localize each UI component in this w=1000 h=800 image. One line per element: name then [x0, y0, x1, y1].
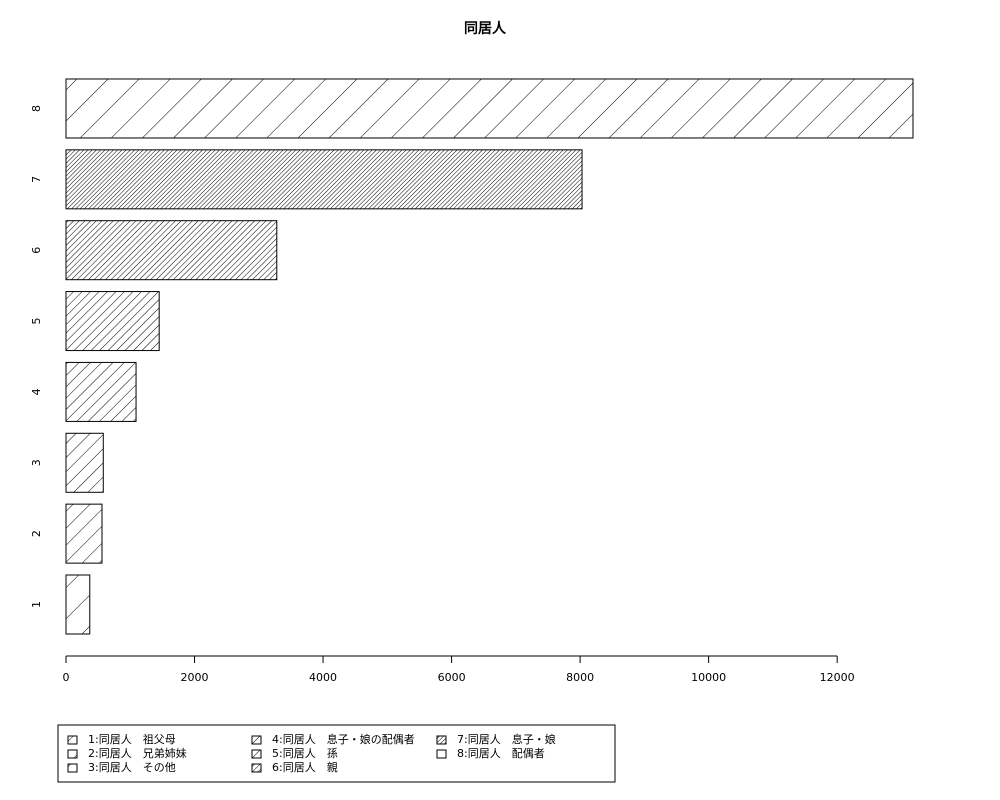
y-tick-label: 7 — [30, 176, 43, 183]
bar — [65, 291, 160, 352]
x-tick-label: 4000 — [309, 671, 337, 684]
legend-label: 4:同居人 息子・娘の配偶者 — [272, 732, 415, 746]
x-tick-label: 6000 — [438, 671, 466, 684]
y-tick-label: 8 — [30, 105, 43, 112]
legend-swatch — [436, 735, 447, 745]
y-tick-label: 1 — [30, 601, 43, 608]
legend-label: 2:同居人 兄弟姉妹 — [88, 746, 187, 760]
y-tick-label: 2 — [30, 530, 43, 537]
legend-swatch — [251, 749, 262, 759]
legend-swatch — [251, 735, 262, 745]
x-tick-label: 8000 — [566, 671, 594, 684]
bar — [65, 432, 104, 493]
legend-swatch — [67, 749, 78, 759]
legend-label: 1:同居人 祖父母 — [88, 732, 176, 746]
legend-swatch — [251, 763, 262, 773]
legend-label: 7:同居人 息子・娘 — [457, 732, 556, 746]
chart-title: 同居人 — [464, 20, 507, 37]
x-tick-label: 2000 — [181, 671, 209, 684]
bar — [65, 361, 137, 422]
bar — [65, 149, 583, 210]
bar — [65, 574, 91, 635]
bar — [65, 78, 914, 139]
y-tick-label: 5 — [30, 318, 43, 325]
legend-swatch — [67, 735, 78, 745]
y-tick-label: 6 — [30, 247, 43, 254]
x-tick-label: 0 — [63, 671, 70, 684]
legend-box — [57, 724, 616, 783]
legend-label: 3:同居人 その他 — [88, 761, 176, 774]
legend-swatch — [67, 763, 78, 773]
legend-label: 8:同居人 配偶者 — [457, 747, 545, 760]
legend-swatch — [436, 749, 447, 759]
legend-label: 6:同居人 親 — [272, 761, 338, 774]
y-tick-label: 4 — [30, 388, 43, 395]
x-tick-label: 10000 — [691, 671, 726, 684]
bar — [65, 220, 278, 281]
bar — [65, 503, 103, 564]
legend-label: 5:同居人 孫 — [272, 747, 338, 760]
x-tick-label: 12000 — [820, 671, 855, 684]
y-tick-label: 3 — [30, 459, 43, 466]
